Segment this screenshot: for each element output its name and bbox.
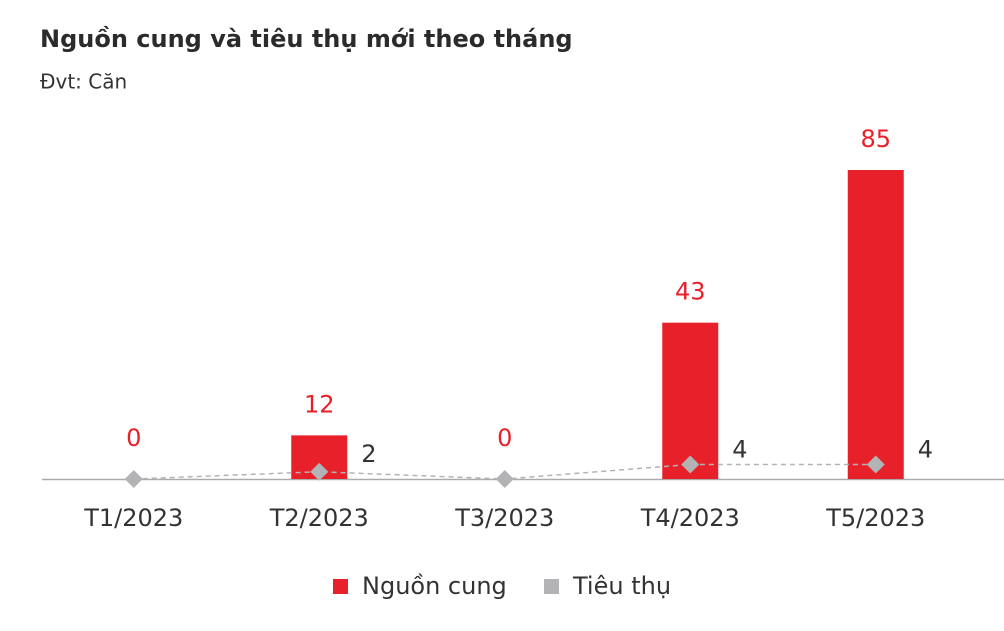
x-tick-label: T4/2023 [640,504,740,532]
line-value-label: 2 [361,440,376,468]
bar [847,170,904,479]
bar-value-label: 0 [497,424,512,452]
legend-swatch [333,579,348,594]
bar [662,322,719,479]
legend-label: Nguồn cung [362,572,507,600]
x-tick-label: T5/2023 [825,504,925,532]
line-marker [681,455,700,474]
line-value-label: 4 [732,435,747,463]
bar-value-label: 12 [304,390,335,418]
chart-title: Nguồn cung và tiêu thụ mới theo tháng [40,25,573,53]
chart-subtitle: Đvt: Căn [40,70,127,94]
bar-value-label: 85 [860,125,891,153]
bar-value-label: 0 [126,424,141,452]
line-marker [124,470,143,488]
bar-value-label: 43 [675,278,706,306]
x-tick-label: T1/2023 [83,504,183,532]
x-tick-label: T2/2023 [269,504,369,532]
x-tick-label: T3/2023 [454,504,554,532]
line-marker [866,455,885,474]
line-marker [310,462,329,481]
line-value-label: 4 [918,435,933,463]
line-marker [495,470,514,488]
legend-label: Tiêu thụ [572,572,671,600]
legend-swatch [544,579,559,594]
